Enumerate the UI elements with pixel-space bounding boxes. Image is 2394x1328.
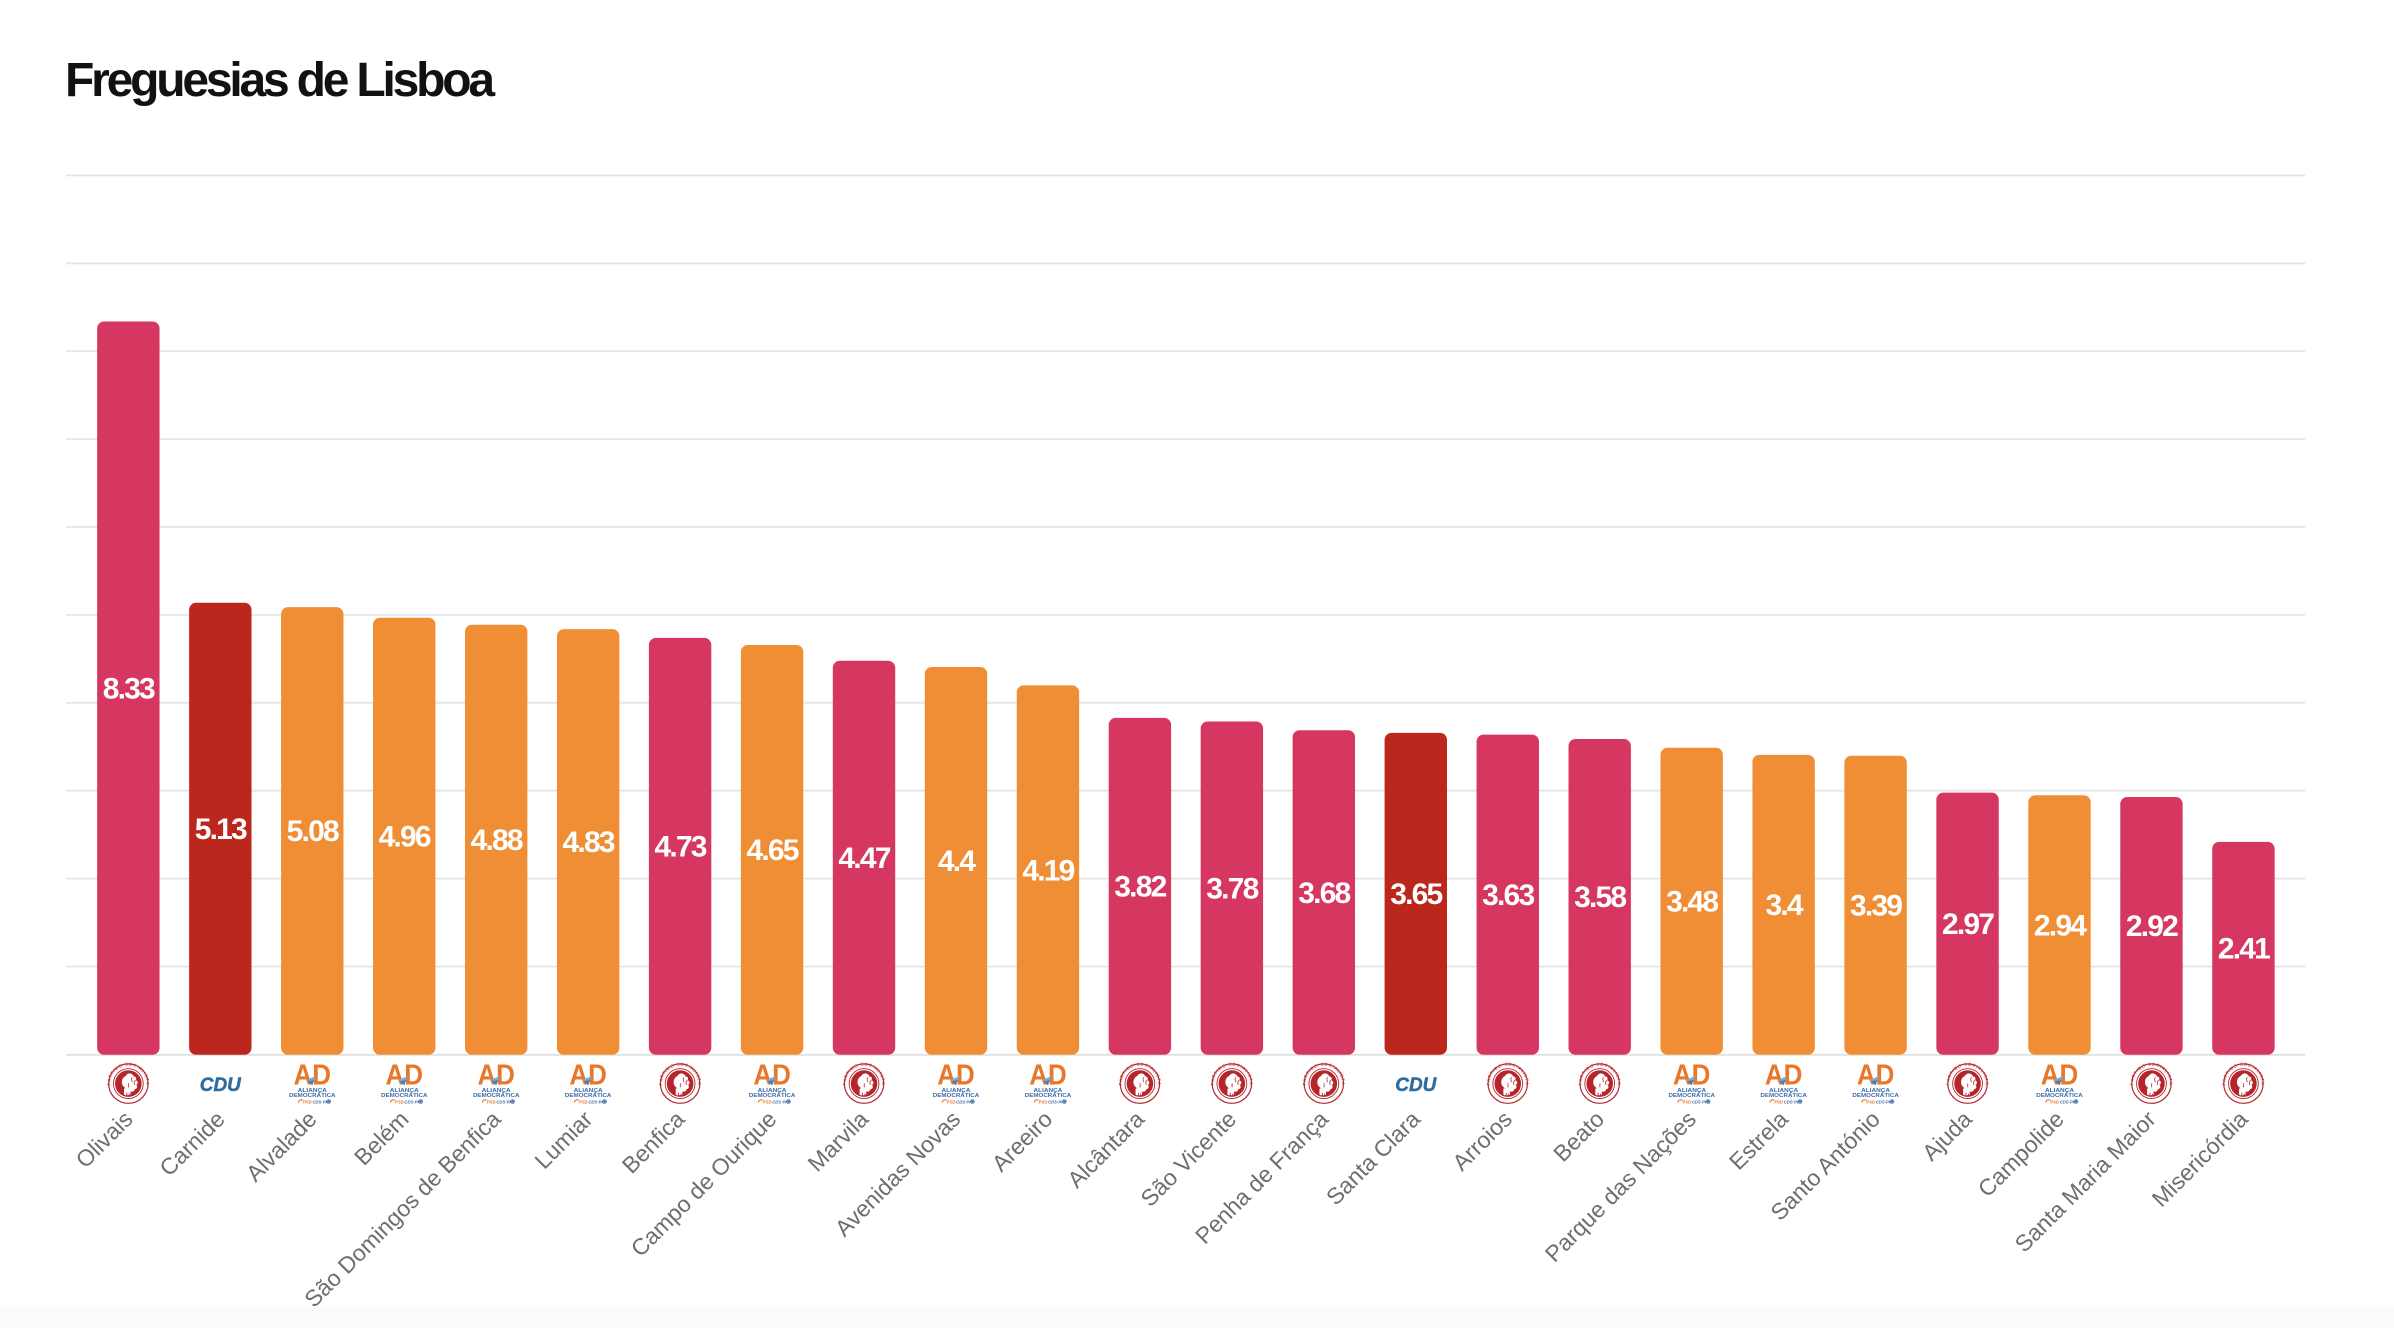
svg-text:2.92: 2.92: [2126, 910, 2178, 943]
svg-text:2.41: 2.41: [2218, 933, 2270, 966]
svg-text:4.73: 4.73: [655, 831, 707, 864]
svg-text:Areeiro: Areeiro: [986, 1106, 1057, 1177]
svg-text:4.19: 4.19: [1022, 854, 1074, 887]
svg-text:2.94: 2.94: [2034, 909, 2087, 942]
svg-text:Estrela: Estrela: [1724, 1106, 1793, 1175]
svg-text:Beato: Beato: [1548, 1106, 1609, 1167]
svg-text:3.78: 3.78: [1206, 872, 1258, 905]
svg-text:3.58: 3.58: [1574, 881, 1626, 914]
svg-text:Campolide: Campolide: [1973, 1106, 2069, 1202]
svg-text:3.39: 3.39: [1850, 890, 1902, 923]
svg-text:Ajuda: Ajuda: [1917, 1106, 1977, 1166]
svg-text:Benfica: Benfica: [617, 1106, 690, 1179]
svg-text:Misericórdia: Misericórdia: [2147, 1106, 2253, 1212]
svg-text:3.4: 3.4: [1765, 889, 1803, 922]
svg-text:Santa Clara: Santa Clara: [1321, 1106, 1425, 1210]
svg-text:4.4: 4.4: [938, 845, 976, 878]
svg-text:4.96: 4.96: [379, 821, 431, 854]
svg-text:4.88: 4.88: [471, 824, 523, 857]
svg-text:3.63: 3.63: [1482, 879, 1534, 912]
svg-text:4.65: 4.65: [746, 834, 798, 867]
svg-text:3.82: 3.82: [1114, 871, 1166, 904]
svg-text:Belém: Belém: [349, 1106, 413, 1170]
svg-text:8.33: 8.33: [103, 672, 155, 705]
svg-text:5.08: 5.08: [287, 815, 339, 848]
svg-text:3.68: 3.68: [1298, 877, 1350, 910]
svg-text:Alcântara: Alcântara: [1062, 1106, 1149, 1193]
svg-text:4.83: 4.83: [563, 826, 615, 859]
svg-text:2.97: 2.97: [1942, 908, 1994, 941]
svg-text:Olivais: Olivais: [70, 1106, 137, 1173]
svg-text:4.47: 4.47: [838, 842, 890, 875]
svg-text:3.48: 3.48: [1666, 886, 1718, 919]
svg-text:5.13: 5.13: [195, 813, 247, 846]
svg-text:Lumiar: Lumiar: [529, 1106, 597, 1174]
svg-text:Freguesias de Lisboa: Freguesias de Lisboa: [65, 54, 495, 107]
svg-text:Parque das Nações: Parque das Nações: [1540, 1106, 1701, 1267]
svg-text:Arroios: Arroios: [1447, 1106, 1517, 1176]
svg-text:3.65: 3.65: [1390, 878, 1442, 911]
svg-text:Carnide: Carnide: [154, 1106, 229, 1181]
svg-text:Marvila: Marvila: [803, 1106, 874, 1177]
svg-text:São Domingos de Benfica: São Domingos de Benfica: [299, 1106, 506, 1313]
svg-text:Alvalade: Alvalade: [241, 1106, 322, 1187]
